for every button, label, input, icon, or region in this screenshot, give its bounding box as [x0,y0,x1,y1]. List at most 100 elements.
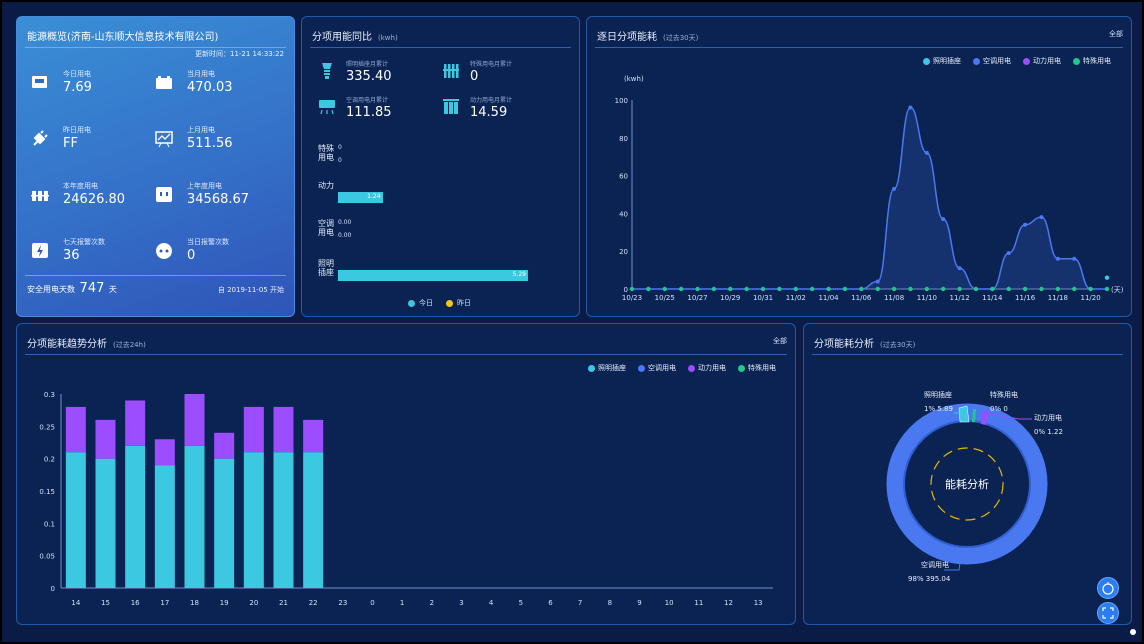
kpi-2: 昨日用电 FF [31,125,161,161]
y-tick-label: 20 [619,248,628,256]
restore-button[interactable] [1097,577,1119,599]
bar-today[interactable]: 1.24 [338,192,383,203]
slice-power [981,410,989,425]
divider [25,354,787,355]
kpi-value: 24626.80 [63,192,126,207]
kpi-label: 上月用电 [187,126,215,134]
legend-item[interactable]: 空调用电 [638,363,676,373]
category-label: 动力 [318,181,334,190]
point-special [842,286,848,292]
motor-icon [443,99,459,114]
category-label: 特殊用电 [318,144,334,162]
legend-item[interactable]: 动力用电 [1023,56,1061,66]
alarm-lightning-icon [32,243,48,258]
energy-analysis-panel: 分项能耗分析 (过去30天) 能耗分析 照明插座 1% 5.89 特殊用电 0% 0 动力用… [803,323,1132,625]
legend-item[interactable]: 空调用电 [973,56,1011,66]
legend-dot [1023,57,1030,65]
y-tick-label: 100 [615,97,628,105]
legend-dot [1073,57,1080,65]
metric-value: 111.85 [346,105,392,120]
bar-value: 0.00 [338,232,352,239]
y-tick-label: 0.15 [39,488,55,496]
legend-label: 动力用电 [1033,57,1061,65]
kpi-0: 今日用电 7.69 [31,69,161,105]
legend-yesterday[interactable]: 昨日 [446,298,471,308]
overview-title: 能源概览(济南-山东顺大信息技术有限公司) [27,32,219,43]
aircon-icon [319,100,335,115]
point-aircon [1072,256,1077,261]
x-tick-label: 22 [309,599,318,607]
all-filter-button[interactable]: 全部 [773,337,787,345]
legend-item[interactable]: 特殊用电 [1073,56,1111,66]
donut-center-label: 能耗分析 [945,477,989,491]
legend-dot [923,57,930,65]
point-special [711,286,717,292]
daily-line-chart: (kwh) 100 80 60 40 20 010/23 10/25 10/27 10/29 10/… [615,75,1124,302]
fullscreen-button[interactable] [1097,602,1119,624]
point-aircon [875,279,880,284]
x-tick-label: 12 [724,599,733,607]
bar-value: 1.24 [367,193,381,200]
legend-dot [638,364,645,372]
legend-label: 今日 [419,299,433,307]
x-tick-label: 11/04 [818,294,839,302]
legend-item[interactable]: 动力用电 [688,363,726,373]
slice-value: 1% 5.89 [924,405,953,413]
leader-line [989,413,1032,420]
point-special [990,286,995,292]
bar-value: 0 [338,157,342,164]
kpi-value: 470.03 [187,80,233,95]
legend-label: 特殊用电 [748,364,776,372]
legend-item[interactable]: 照明插座 [923,56,961,66]
all-filter-button[interactable]: 全部 [1109,30,1123,38]
category-label: 空调用电 [318,219,334,237]
analysis-subtitle: (过去30天) [880,341,916,349]
trend-subtitle: (过去24h) [113,341,146,349]
meter-icon [32,76,47,88]
slice-label: 空调用电 [921,560,949,569]
x-tick-label: 16 [131,599,140,607]
legend-dot [738,364,745,372]
daily-title: 逐日分项能耗 (过去30天) [597,32,699,43]
x-tick-label: 11 [694,599,703,607]
slice-lighting [958,405,970,423]
legend-item[interactable]: 特殊用电 [738,363,776,373]
x-tick-label: 8 [608,599,612,607]
status-dot [1130,629,1136,635]
metric-value: 0 [470,69,479,84]
monthly-metric-2: 空调用电月累计 111.85 [318,95,448,129]
divider [812,354,1123,355]
point-special [777,286,782,292]
point-special [629,286,635,292]
x-axis-unit: (天) [1111,286,1124,294]
metric-value: 335.40 [346,69,392,84]
metric-icon [442,61,460,81]
slice-label: 动力用电 [1034,413,1062,422]
kpi-icon [155,73,173,91]
y-tick-label: 0.25 [39,423,55,431]
inner-dashed-ring [930,447,1004,521]
legend-today[interactable]: 今日 [408,298,433,308]
x-tick-label: 18 [190,599,199,607]
point-special [908,286,913,292]
x-tick-label: 11/02 [786,294,806,302]
point-aircon [1023,222,1028,227]
outlet-icon [156,243,172,259]
bar-power [243,406,264,453]
y-tick-label: 0.1 [44,520,55,528]
legend-item[interactable]: 照明插座 [588,363,626,373]
kpi-label: 昨日用电 [63,126,91,134]
x-tick-label: 10 [665,599,674,607]
daily-subtitle: (过去30天) [663,34,699,42]
point-aircon [957,266,962,271]
x-tick-label: 6 [548,599,553,607]
legend-label: 空调用电 [648,364,676,372]
kpi-3: 上月用电 511.56 [155,125,285,161]
point-aircon [1039,215,1044,220]
slice-special [972,409,976,422]
kpi-4: 本年度用电 24626.80 [31,181,161,217]
bar-power [154,439,175,466]
bar-today[interactable]: 5.29 [338,270,528,281]
